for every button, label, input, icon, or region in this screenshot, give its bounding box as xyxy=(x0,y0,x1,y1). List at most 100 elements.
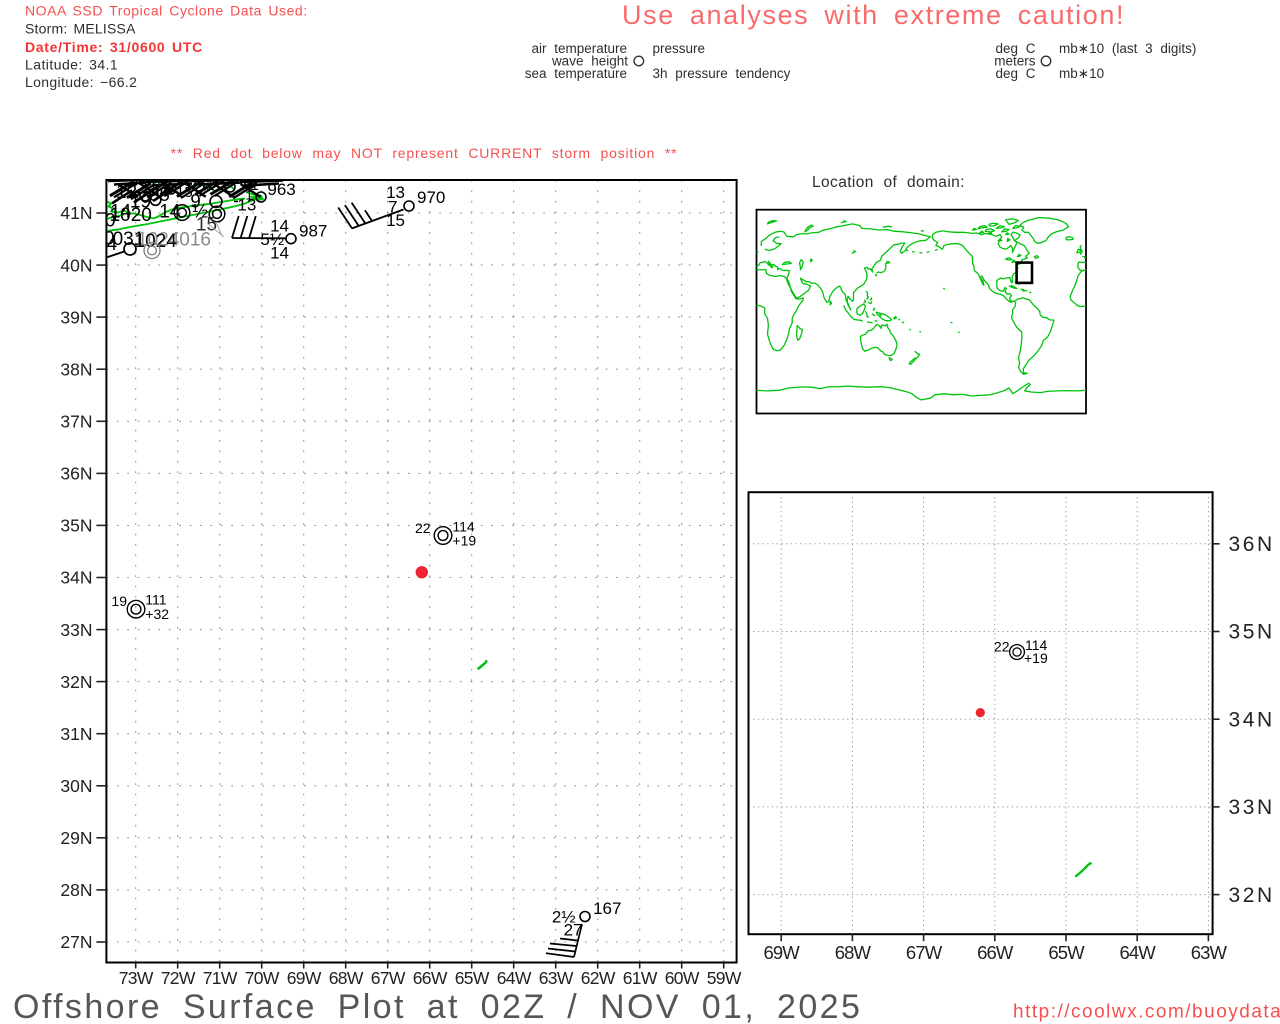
svg-text:34N: 34N xyxy=(60,568,92,588)
svg-text:+32: +32 xyxy=(145,606,169,622)
svg-text:63W: 63W xyxy=(539,968,574,988)
svg-text:05: 05 xyxy=(149,185,170,206)
svg-text:8: 8 xyxy=(130,173,138,190)
svg-text:69W: 69W xyxy=(764,942,801,963)
svg-text:114: 114 xyxy=(452,519,475,535)
svg-text:14: 14 xyxy=(110,202,132,223)
svg-text:0: 0 xyxy=(256,165,264,182)
svg-text:14: 14 xyxy=(270,217,289,236)
svg-text:27: 27 xyxy=(564,921,583,940)
svg-text:Longitude: −66.2: Longitude: −66.2 xyxy=(25,74,137,90)
svg-text:73W: 73W xyxy=(119,968,154,988)
svg-text:3: 3 xyxy=(262,169,270,186)
svg-text:** Red dot below may NOT repre: ** Red dot below may NOT represent CURRE… xyxy=(171,145,678,161)
svg-text:1: 1 xyxy=(206,177,214,194)
svg-text:36N: 36N xyxy=(60,464,92,484)
svg-text:33N: 33N xyxy=(1229,796,1275,819)
svg-text:Location of domain:: Location of domain: xyxy=(812,174,965,191)
svg-text:8: 8 xyxy=(163,181,171,198)
svg-text:63W: 63W xyxy=(1191,942,1228,963)
svg-text:13: 13 xyxy=(237,196,256,215)
svg-text:1020: 1020 xyxy=(110,205,152,226)
svg-text:41: 41 xyxy=(242,177,259,194)
svg-text:66W: 66W xyxy=(977,942,1014,963)
svg-text:35N: 35N xyxy=(1229,621,1275,644)
svg-text:19: 19 xyxy=(111,593,127,609)
svg-text:72W: 72W xyxy=(161,968,196,988)
svg-text:14: 14 xyxy=(270,244,289,263)
svg-text:2: 2 xyxy=(196,167,204,184)
svg-text:70W: 70W xyxy=(245,968,280,988)
svg-text:0: 0 xyxy=(105,211,116,232)
svg-text:9: 9 xyxy=(190,192,201,213)
svg-text:67W: 67W xyxy=(371,968,406,988)
svg-text:65W: 65W xyxy=(455,968,490,988)
svg-text:28N: 28N xyxy=(60,880,92,900)
svg-text:air temperature: air temperature xyxy=(531,41,627,56)
svg-text:0: 0 xyxy=(160,168,168,185)
svg-text:Latitude: 34.1: Latitude: 34.1 xyxy=(25,57,118,73)
svg-text:37N: 37N xyxy=(60,412,92,432)
svg-text:29N: 29N xyxy=(60,828,92,848)
svg-text:36N: 36N xyxy=(1229,533,1275,556)
svg-text:963: 963 xyxy=(267,180,295,199)
svg-text:7: 7 xyxy=(388,198,397,217)
svg-text:2½: 2½ xyxy=(552,908,576,927)
svg-text:13: 13 xyxy=(386,183,405,202)
svg-text:15: 15 xyxy=(196,214,217,235)
svg-text:pressure: pressure xyxy=(653,41,706,56)
svg-text:68W: 68W xyxy=(835,942,872,963)
svg-text:1: 1 xyxy=(246,188,253,203)
svg-text:mb∗10 (last 3 digits): mb∗10 (last 3 digits) xyxy=(1059,41,1196,56)
svg-text:41N: 41N xyxy=(60,203,92,223)
svg-text:Date/Time: 31/0600 UTC: Date/Time: 31/0600 UTC xyxy=(25,39,203,55)
svg-text:0: 0 xyxy=(104,229,115,250)
svg-text:NOAA SSD Tropical Cyclone Data: NOAA SSD Tropical Cyclone Data Used: xyxy=(25,3,308,19)
svg-text:27N: 27N xyxy=(60,932,92,952)
svg-text:22: 22 xyxy=(994,639,1010,655)
svg-text:38N: 38N xyxy=(60,359,92,379)
svg-text:31N: 31N xyxy=(60,724,92,744)
svg-text:meters: meters xyxy=(994,54,1036,69)
svg-text:987: 987 xyxy=(299,222,327,241)
svg-text:Storm: MELISSA: Storm: MELISSA xyxy=(25,21,136,37)
svg-text:22: 22 xyxy=(415,520,431,536)
svg-text:65W: 65W xyxy=(1048,942,1085,963)
svg-text:12: 12 xyxy=(116,182,137,203)
svg-text:34N: 34N xyxy=(1229,708,1275,731)
svg-text:+19: +19 xyxy=(1024,650,1048,666)
svg-text:32N: 32N xyxy=(1229,884,1275,907)
svg-text:66W: 66W xyxy=(413,968,448,988)
svg-text:+19: +19 xyxy=(452,533,476,549)
svg-text:15: 15 xyxy=(176,184,193,201)
svg-text:68W: 68W xyxy=(329,968,364,988)
svg-text:69W: 69W xyxy=(287,968,322,988)
svg-text:970: 970 xyxy=(417,188,445,207)
svg-text:30N: 30N xyxy=(60,776,92,796)
svg-text:sea temperature: sea temperature xyxy=(525,66,627,81)
svg-text:deg C: deg C xyxy=(995,41,1035,56)
svg-text:Offshore Surface Plot at 02Z /: Offshore Surface Plot at 02Z / NOV 01, 2… xyxy=(13,988,862,1024)
svg-text:031: 031 xyxy=(113,229,145,250)
svg-text:http://coolwx.com/buoydata: http://coolwx.com/buoydata xyxy=(1013,1002,1280,1023)
svg-text:3: 3 xyxy=(222,173,230,190)
svg-text:14: 14 xyxy=(159,202,181,223)
svg-text:64W: 64W xyxy=(1120,942,1157,963)
svg-text:wave height: wave height xyxy=(551,54,628,69)
svg-text:71W: 71W xyxy=(203,968,238,988)
svg-text:3h pressure tendency: 3h pressure tendency xyxy=(653,66,791,81)
svg-text:19: 19 xyxy=(130,192,151,213)
svg-text:61W: 61W xyxy=(623,968,658,988)
svg-text:15: 15 xyxy=(386,211,405,230)
svg-text:59W: 59W xyxy=(707,968,742,988)
svg-text:60W: 60W xyxy=(665,968,700,988)
svg-text:5½: 5½ xyxy=(260,230,284,249)
svg-text:64W: 64W xyxy=(497,968,532,988)
svg-text:111: 111 xyxy=(145,592,166,608)
svg-text:0: 0 xyxy=(152,177,160,194)
svg-text:67W: 67W xyxy=(906,942,943,963)
svg-text:32N: 32N xyxy=(60,672,92,692)
svg-text:deg C: deg C xyxy=(995,66,1035,81)
svg-text:62W: 62W xyxy=(581,968,616,988)
svg-text:2: 2 xyxy=(137,177,148,198)
